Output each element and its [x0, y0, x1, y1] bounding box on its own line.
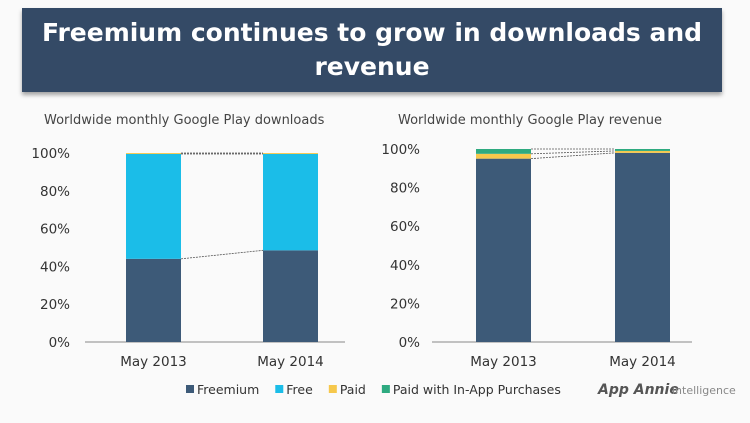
x-tick-label: May 2014: [257, 354, 324, 370]
x-tick-label: May 2014: [609, 354, 676, 370]
y-tick-label: 40%: [390, 258, 420, 274]
legend-swatch: [381, 385, 390, 393]
y-tick-label: 100%: [31, 146, 70, 162]
y-tick-label: 40%: [40, 259, 70, 275]
legend-swatch: [275, 385, 284, 393]
chart-title: Worldwide monthly Google Play downloads: [44, 113, 325, 128]
y-tick-label: 0%: [399, 335, 421, 351]
y-tick-label: 60%: [40, 222, 70, 238]
connector-line: [530, 152, 616, 160]
legend-label: Freemium: [197, 382, 259, 397]
bar-segment-paid-with-in-app-purchases: [615, 149, 670, 151]
x-tick-label: May 2013: [470, 354, 537, 370]
bar-segment-paid: [126, 153, 181, 154]
title-banner: Freemium continues to grow in downloads …: [22, 8, 722, 92]
y-tick-label: 20%: [390, 296, 420, 312]
y-tick-label: 20%: [40, 297, 70, 313]
x-tick-label: May 2013: [120, 354, 187, 370]
bar-segment-free: [126, 153, 181, 259]
chart-title: Worldwide monthly Google Play revenue: [398, 113, 662, 128]
legend-label: Paid: [340, 382, 366, 397]
y-tick-label: 80%: [40, 184, 70, 200]
page-title: Freemium continues to grow in downloads …: [41, 18, 703, 81]
connector-line: [180, 249, 264, 260]
bar-segment-freemium: [263, 250, 318, 342]
connector-line: [530, 150, 616, 155]
y-tick-label: 80%: [390, 181, 420, 197]
legend-label: Paid with In-App Purchases: [393, 382, 561, 397]
brand-suffix: intelligence: [672, 384, 736, 397]
y-tick-label: 60%: [390, 219, 420, 235]
bar-segment-paid: [615, 150, 670, 153]
bar-segment-paid: [263, 153, 318, 154]
y-tick-label: 100%: [381, 142, 420, 158]
bar-segment-freemium: [615, 152, 670, 342]
legend-swatch: [186, 385, 194, 393]
legend-label: Free: [286, 382, 313, 397]
bar-segment-paid-with-in-app-purchases: [476, 149, 531, 154]
y-tick-label: 0%: [49, 335, 71, 351]
bar-segment-freemium: [476, 158, 531, 342]
bar-segment-freemium: [126, 258, 181, 342]
bar-segment-free: [263, 153, 318, 251]
legend-swatch: [328, 385, 337, 393]
bar-segment-paid: [476, 153, 531, 159]
app-annie-logo: App Annie: [597, 382, 679, 398]
